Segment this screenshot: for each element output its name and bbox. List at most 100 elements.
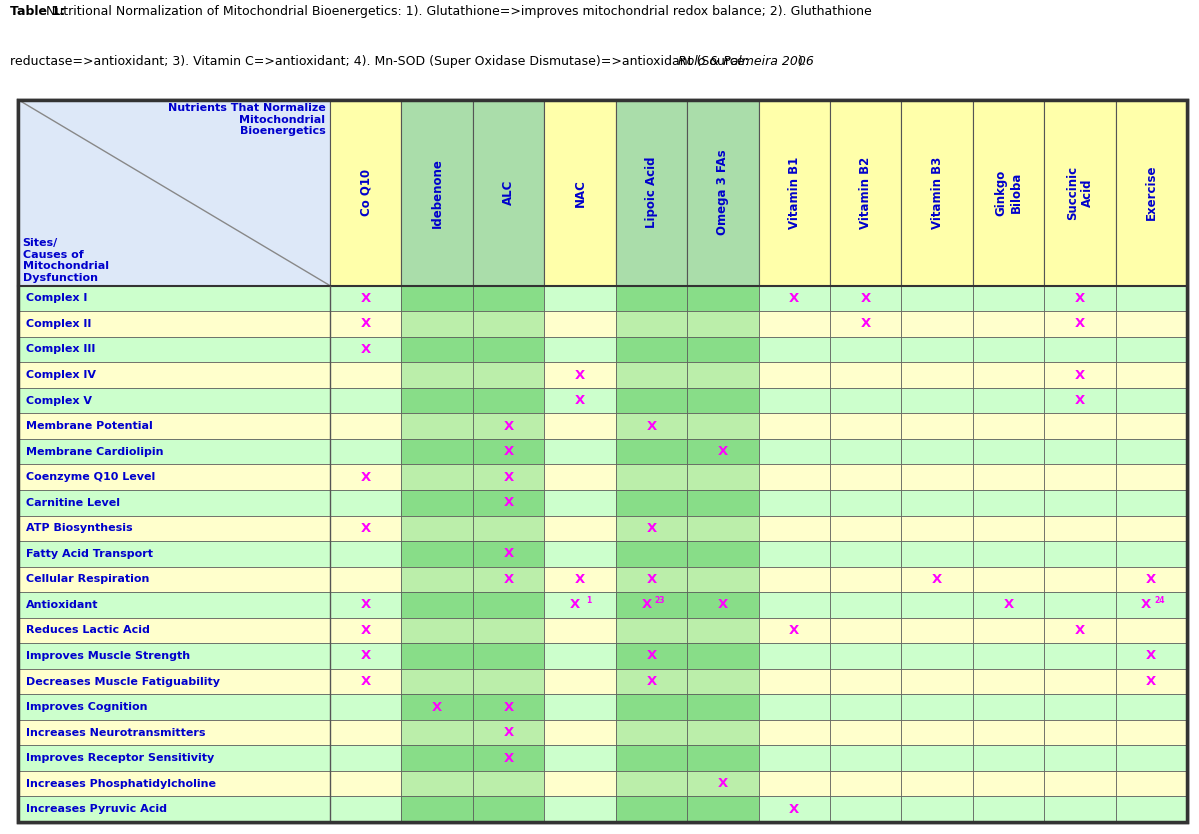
Bar	[1115, 566, 1187, 592]
Bar	[759, 99, 830, 285]
Bar	[759, 439, 830, 465]
Bar	[18, 566, 330, 592]
Text: ALC: ALC	[502, 180, 516, 205]
Bar	[18, 465, 330, 490]
Bar	[972, 414, 1044, 439]
Bar	[687, 285, 759, 311]
Bar	[1044, 694, 1115, 720]
Bar	[830, 643, 902, 669]
Bar	[687, 99, 759, 285]
Bar	[402, 490, 472, 515]
Bar	[972, 746, 1044, 771]
Bar	[472, 515, 544, 541]
Bar	[402, 362, 472, 388]
Bar	[1115, 618, 1187, 643]
Bar	[544, 311, 616, 337]
Text: Increases Neurotransmitters: Increases Neurotransmitters	[26, 727, 206, 737]
Bar	[544, 746, 616, 771]
Bar	[472, 414, 544, 439]
Bar	[544, 796, 616, 822]
Bar	[18, 643, 330, 669]
Bar	[544, 337, 616, 362]
Text: Improves Receptor Sensitivity: Improves Receptor Sensitivity	[26, 753, 215, 763]
Bar	[759, 746, 830, 771]
Bar	[1115, 515, 1187, 541]
Bar	[972, 99, 1044, 285]
Text: X: X	[1004, 599, 1013, 611]
Bar	[830, 796, 902, 822]
Bar	[616, 618, 687, 643]
Text: Vitamin B3: Vitamin B3	[930, 157, 944, 229]
Bar	[472, 490, 544, 515]
Text: X: X	[504, 573, 513, 585]
Bar	[616, 592, 687, 618]
Bar	[830, 388, 902, 414]
Text: Antioxidant: Antioxidant	[26, 600, 98, 610]
Bar	[759, 388, 830, 414]
Bar	[472, 388, 544, 414]
Bar	[902, 669, 972, 694]
Bar	[972, 439, 1044, 465]
Bar	[687, 643, 759, 669]
Text: Sites/
Causes of
Mitochondrial
Dysfunction: Sites/ Causes of Mitochondrial Dysfuncti…	[23, 238, 109, 283]
Bar	[1044, 541, 1115, 566]
Bar	[687, 592, 759, 618]
Bar	[18, 337, 330, 362]
Bar	[759, 414, 830, 439]
Bar	[402, 592, 472, 618]
Bar	[330, 541, 402, 566]
Bar	[830, 618, 902, 643]
Bar	[687, 541, 759, 566]
Bar	[902, 490, 972, 515]
Bar	[972, 796, 1044, 822]
Bar	[830, 337, 902, 362]
Bar	[1115, 541, 1187, 566]
Bar	[972, 618, 1044, 643]
Bar	[18, 746, 330, 771]
Bar	[18, 592, 330, 618]
Bar	[402, 618, 472, 643]
Bar	[830, 414, 902, 439]
Bar	[402, 311, 472, 337]
Bar	[1115, 414, 1187, 439]
Bar	[616, 694, 687, 720]
Bar	[972, 515, 1044, 541]
Text: Reduces Lactic Acid: Reduces Lactic Acid	[26, 626, 150, 636]
Bar	[902, 796, 972, 822]
Bar	[18, 285, 330, 311]
Bar	[1115, 643, 1187, 669]
Bar	[330, 337, 402, 362]
Bar	[1115, 490, 1187, 515]
Bar	[544, 362, 616, 388]
Bar	[402, 720, 472, 746]
Bar	[1044, 311, 1115, 337]
Text: Ginkgo
Biloba: Ginkgo Biloba	[994, 169, 1023, 216]
Bar	[402, 541, 472, 566]
Bar	[402, 337, 472, 362]
Bar	[972, 669, 1044, 694]
Bar	[330, 746, 402, 771]
Text: Complex III: Complex III	[26, 344, 96, 354]
Bar	[1115, 694, 1187, 720]
Bar	[472, 285, 544, 311]
Bar	[759, 592, 830, 618]
Bar	[472, 439, 544, 465]
Text: X: X	[932, 573, 942, 585]
Bar	[902, 439, 972, 465]
Text: X: X	[1146, 573, 1157, 585]
Text: X: X	[646, 650, 657, 662]
Bar	[759, 490, 830, 515]
Bar	[1115, 720, 1187, 746]
Bar	[902, 362, 972, 388]
Bar	[402, 796, 472, 822]
Bar	[759, 566, 830, 592]
Bar	[330, 796, 402, 822]
Bar	[1115, 337, 1187, 362]
Text: X: X	[861, 318, 870, 330]
Bar	[759, 362, 830, 388]
Bar	[830, 669, 902, 694]
Bar	[616, 720, 687, 746]
Bar	[616, 362, 687, 388]
Bar	[759, 771, 830, 796]
Bar	[330, 720, 402, 746]
